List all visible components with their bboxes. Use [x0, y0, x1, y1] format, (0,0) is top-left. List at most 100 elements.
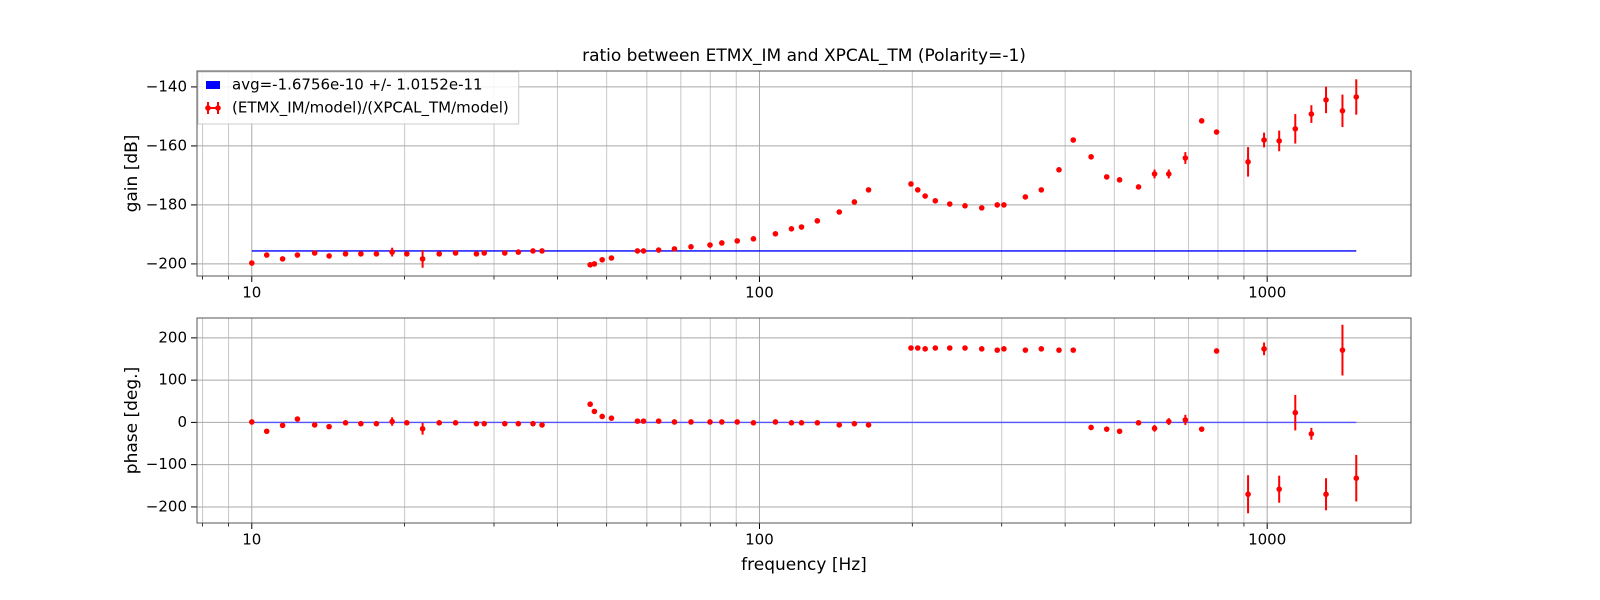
point — [1116, 428, 1123, 435]
point — [311, 250, 318, 256]
point — [419, 425, 426, 432]
point — [865, 422, 872, 428]
point — [404, 251, 410, 257]
point — [1135, 184, 1142, 190]
point — [1022, 194, 1029, 200]
point — [750, 420, 757, 426]
point — [530, 248, 536, 254]
point — [946, 345, 953, 351]
point — [788, 226, 795, 232]
point — [1245, 159, 1251, 165]
x-tick-label: 10 — [242, 284, 261, 302]
point — [1323, 97, 1329, 103]
point — [707, 242, 713, 248]
point — [501, 250, 508, 256]
point — [1056, 347, 1062, 353]
point — [634, 418, 641, 424]
point — [358, 251, 364, 257]
point — [772, 231, 779, 237]
point — [922, 193, 928, 199]
point — [814, 420, 821, 426]
point — [1070, 137, 1077, 143]
point — [419, 256, 426, 262]
point — [1213, 348, 1220, 354]
point — [671, 246, 678, 252]
point — [1038, 346, 1045, 352]
point — [750, 236, 757, 242]
chart-title: ratio between ETMX_IM and XPCAL_TM (Pola… — [582, 46, 1026, 66]
point — [671, 419, 678, 425]
point — [994, 202, 1001, 208]
plot-frame — [196, 70, 1412, 277]
point — [452, 420, 459, 426]
point — [1353, 94, 1360, 100]
point — [719, 419, 725, 425]
point — [587, 261, 593, 268]
point — [436, 420, 443, 426]
legend: avg=-1.6756e-10 +/- 1.0152e-11 (ETMX_IM/m… — [197, 71, 520, 125]
point — [539, 248, 545, 254]
point — [978, 346, 985, 352]
point — [798, 224, 805, 230]
point — [1088, 424, 1094, 431]
x-tick-label: 100 — [745, 284, 774, 302]
point — [279, 422, 286, 429]
x-tick-label: 1000 — [1248, 531, 1286, 549]
point — [358, 420, 364, 427]
point — [640, 418, 647, 424]
point — [1339, 347, 1346, 353]
point — [719, 240, 725, 246]
point — [342, 420, 349, 426]
point — [814, 218, 821, 224]
point — [1245, 491, 1251, 498]
point — [836, 209, 843, 215]
point — [373, 420, 380, 427]
point — [591, 261, 598, 267]
point — [1198, 426, 1205, 432]
point — [326, 423, 332, 430]
legend-label: (ETMX_IM/model)/(XPCAL_TM/model) — [232, 99, 509, 118]
x-tick-label: 1000 — [1248, 284, 1286, 302]
point — [539, 422, 545, 428]
point — [914, 345, 921, 351]
point — [734, 419, 741, 425]
point — [836, 422, 843, 428]
point — [1001, 202, 1007, 208]
point — [865, 187, 872, 193]
y-tick-label: −200 — [146, 497, 187, 515]
point — [1339, 108, 1346, 114]
point — [1070, 347, 1077, 353]
point — [1213, 129, 1220, 135]
point — [851, 199, 858, 205]
point — [248, 260, 255, 266]
point — [373, 251, 380, 257]
point — [294, 416, 301, 422]
point — [1135, 420, 1142, 426]
point — [481, 420, 488, 427]
point — [1323, 491, 1329, 498]
point — [962, 345, 968, 351]
point — [1103, 426, 1110, 432]
point — [798, 420, 805, 426]
point — [994, 347, 1001, 353]
point — [1182, 417, 1189, 423]
point — [1198, 118, 1205, 124]
point — [655, 247, 662, 253]
point — [932, 345, 939, 351]
point — [279, 256, 286, 262]
point — [608, 255, 615, 261]
point — [688, 243, 694, 250]
y-axis-label: gain [dB] — [122, 135, 142, 213]
point — [530, 420, 536, 427]
point — [932, 197, 939, 204]
plot-area — [197, 318, 1411, 523]
y-tick-label: 200 — [158, 328, 187, 346]
point — [263, 252, 270, 258]
legend-swatch — [206, 81, 220, 89]
point — [599, 256, 605, 263]
point — [481, 250, 488, 256]
x-tick-label: 10 — [242, 531, 261, 549]
point — [851, 420, 858, 427]
point — [1001, 346, 1007, 352]
